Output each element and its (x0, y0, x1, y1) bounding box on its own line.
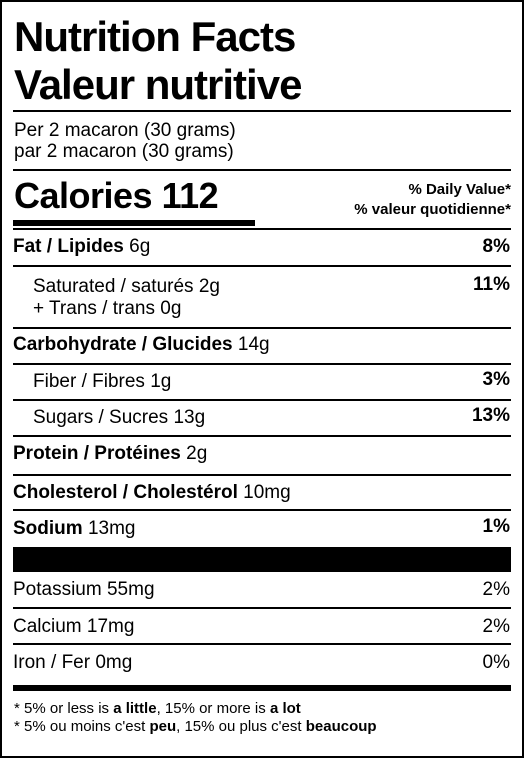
divider (13, 363, 511, 365)
iron-name: Iron / Fer (13, 652, 91, 673)
protein-name: Protein / Protéines (13, 443, 181, 464)
fiber-amount: 1g (150, 371, 172, 392)
divider (13, 110, 511, 112)
footnote-en-prefix: * 5% or less is (14, 700, 114, 717)
carbohydrate-amount: 14g (237, 334, 270, 355)
serving-size-english: Per 2 macaron (30 grams) (14, 120, 236, 141)
footnote-fr-beaucoup: beaucoup (305, 718, 377, 735)
footnote-en-lot: a lot (269, 700, 301, 717)
divider (13, 399, 511, 401)
sodium-daily-value: 1% (482, 516, 510, 537)
calcium-amount: 17mg (86, 616, 135, 637)
title-french: Valeur nutritive (14, 61, 302, 108)
divider (13, 607, 511, 609)
daily-value-header: % Daily Value* % valeur quotidienne* (354, 180, 511, 219)
title-english: Nutrition Facts (14, 13, 296, 60)
fiber-daily-value: 3% (482, 369, 510, 390)
serving-size-french: par 2 macaron (30 grams) (14, 141, 234, 162)
daily-value-french: % valeur quotidienne* (354, 200, 511, 218)
footnote-fr-prefix: * 5% ou moins c'est (14, 718, 150, 735)
trans-name: + Trans / trans (33, 298, 155, 319)
calcium-daily-value: 2% (482, 616, 510, 637)
fat-amount: 6g (129, 236, 151, 257)
footnote-fr-mid: , 15% ou plus c'est (176, 718, 306, 735)
sugars-daily-value: 13% (471, 405, 510, 426)
potassium-amount: 55mg (106, 579, 155, 600)
divider (13, 435, 511, 437)
trans-row: + Trans / trans 0g (13, 299, 511, 318)
divider (13, 643, 511, 645)
fat-daily-value: 8% (482, 236, 510, 257)
footnote-en-mid: , 15% or more is (156, 700, 270, 717)
footnote-english: * 5% or less is a little, 15% or more is… (14, 701, 301, 716)
saturated-daily-value: 11% (473, 274, 510, 295)
divider (13, 327, 511, 329)
footnote-french: * 5% ou moins c'est peu, 15% ou plus c'e… (14, 719, 377, 734)
cholesterol-name: Cholesterol / Cholestérol (13, 482, 238, 503)
fat-row: Fat / Lipides 6g 8% (13, 237, 511, 256)
cholesterol-row: Cholesterol / Cholestérol 10mg (13, 483, 511, 502)
thick-divider-bar (13, 547, 511, 572)
sodium-name: Sodium (13, 518, 83, 539)
iron-amount: 0mg (95, 652, 133, 673)
protein-row: Protein / Protéines 2g (13, 444, 511, 463)
saturated-row: Saturated / saturés 2g 11% (13, 274, 511, 297)
calories-text: Calories 112 (14, 175, 219, 216)
thick-divider (13, 685, 511, 691)
calories-value: 112 (161, 175, 219, 216)
sodium-row: Sodium 13mg 1% (13, 516, 511, 539)
divider (13, 474, 511, 476)
fat-name: Fat / Lipides (13, 236, 124, 257)
potassium-name: Potassium (13, 579, 102, 600)
calories-label: Calories (14, 175, 153, 216)
daily-value-english: % Daily Value* (408, 181, 511, 198)
divider (13, 509, 511, 511)
divider (13, 228, 511, 230)
iron-row: Iron / Fer 0mg 0% (13, 653, 511, 672)
potassium-row: Potassium 55mg 2% (13, 580, 511, 599)
carbohydrate-name: Carbohydrate / Glucides (13, 334, 233, 355)
calories-underline (13, 220, 255, 226)
protein-amount: 2g (186, 443, 208, 464)
sugars-row: Sugars / Sucres 13g 13% (13, 405, 511, 428)
saturated-amount: 2g (198, 276, 220, 297)
fiber-row: Fiber / Fibres 1g 3% (13, 369, 511, 392)
sodium-amount: 13mg (87, 518, 136, 539)
sugars-amount: 13g (173, 407, 206, 428)
divider (13, 169, 511, 171)
fiber-name: Fiber / Fibres (33, 371, 145, 392)
trans-amount: 0g (160, 298, 182, 319)
calories-row: Calories 112 % Daily Value* % valeur quo… (13, 175, 511, 226)
footnote-en-little: a little (113, 700, 157, 717)
cholesterol-amount: 10mg (243, 482, 291, 503)
calcium-row: Calcium 17mg 2% (13, 617, 511, 636)
footnote-fr-peu: peu (149, 718, 177, 735)
potassium-daily-value: 2% (482, 579, 510, 600)
divider (13, 265, 511, 267)
carbohydrate-row: Carbohydrate / Glucides 14g (13, 335, 511, 354)
sugars-name: Sugars / Sucres (33, 407, 169, 428)
saturated-name: Saturated / saturés (33, 276, 194, 297)
iron-daily-value: 0% (482, 652, 510, 673)
calcium-name: Calcium (13, 616, 82, 637)
